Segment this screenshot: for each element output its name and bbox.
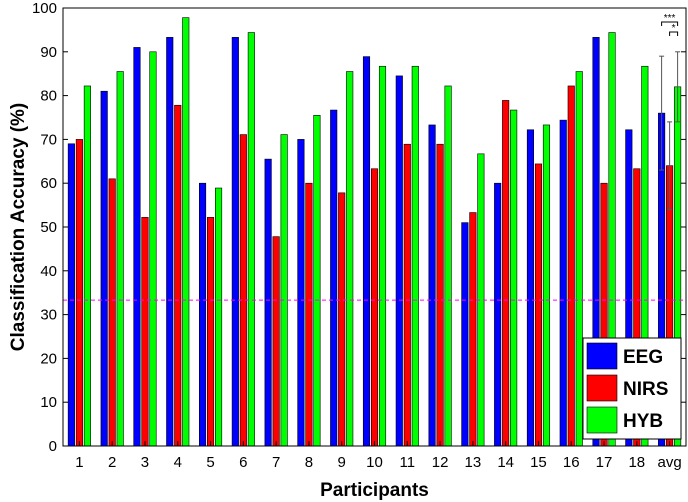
x-tick-label-11: 11 <box>400 454 416 471</box>
bar-eeg-14 <box>494 182 502 447</box>
bar-eeg-13 <box>461 222 469 447</box>
bar-hyb-12 <box>444 85 452 447</box>
x-tick-label-avg: avg <box>658 454 682 471</box>
x-tick-label-2: 2 <box>108 454 116 471</box>
y-tick-label-50: 50 <box>40 219 57 236</box>
bar-eeg-16 <box>559 119 567 447</box>
bar-nirs-3 <box>141 217 149 447</box>
x-tick-label-5: 5 <box>206 454 214 471</box>
bar-nirs-8 <box>305 182 313 447</box>
bar-eeg-9 <box>330 109 338 447</box>
x-tick-label-10: 10 <box>366 454 383 471</box>
bar-eeg-2 <box>100 90 108 447</box>
y-tick-label-70: 70 <box>40 131 57 148</box>
bar-hyb-16 <box>575 71 583 447</box>
bar-hyb-11 <box>411 65 419 447</box>
x-tick-label-15: 15 <box>530 454 547 471</box>
bar-eeg-8 <box>297 139 305 447</box>
bar-nirs-11 <box>403 143 411 447</box>
y-tick-label-40: 40 <box>40 263 57 280</box>
bar-hyb-9 <box>346 71 354 447</box>
y-tick-label-30: 30 <box>40 307 57 324</box>
x-tick-label-14: 14 <box>497 454 514 471</box>
y-tick-label-60: 60 <box>40 175 57 192</box>
x-tick-label-13: 13 <box>465 454 482 471</box>
legend-swatch-nirs <box>586 374 618 402</box>
bar-hyb-10 <box>378 65 387 447</box>
bar-nirs-10 <box>370 168 379 447</box>
x-tick-label-4: 4 <box>174 454 182 471</box>
legend-swatch-hyb <box>586 406 618 434</box>
bar-eeg-12 <box>428 124 436 447</box>
significance-label-eeg-hyb: *** <box>664 13 676 24</box>
bar-hyb-6 <box>247 32 255 447</box>
bars-layer <box>67 17 682 447</box>
bar-eeg-10 <box>362 56 371 447</box>
bar-nirs-15 <box>534 163 543 447</box>
bar-hyb-3 <box>149 51 157 447</box>
y-tick-label-20: 20 <box>40 350 57 367</box>
x-axis-label: Participants <box>320 480 429 501</box>
bar-nirs-1 <box>75 139 83 447</box>
significance-label-nirs-hyb: * <box>672 23 676 34</box>
y-tick-label-100: 100 <box>32 0 57 17</box>
bar-eeg-11 <box>395 75 403 447</box>
error-bars-layer <box>659 51 681 210</box>
bar-nirs-14 <box>502 100 510 447</box>
bar-eeg-1 <box>67 143 75 447</box>
bar-nirs-4 <box>174 104 182 447</box>
bar-eeg-3 <box>133 47 141 447</box>
y-tick-label-80: 80 <box>40 88 57 105</box>
x-tick-label-1: 1 <box>75 454 83 471</box>
x-tick-label-9: 9 <box>338 454 346 471</box>
bar-hyb-5 <box>215 187 223 447</box>
bar-nirs-16 <box>567 85 575 447</box>
bar-nirs-9 <box>338 192 346 447</box>
bar-nirs-7 <box>272 236 280 447</box>
x-tick-label-18: 18 <box>628 454 645 471</box>
bar-hyb-15 <box>542 124 551 447</box>
bar-eeg-15 <box>526 129 535 447</box>
bar-hyb-4 <box>182 17 190 447</box>
bar-eeg-6 <box>231 37 239 447</box>
x-tick-label-12: 12 <box>432 454 449 471</box>
bar-hyb-1 <box>83 85 91 447</box>
x-tick-label-6: 6 <box>239 454 247 471</box>
significance-markers: **** <box>661 13 679 36</box>
bar-nirs-6 <box>239 134 247 447</box>
significance-bracket-eeg-hyb <box>661 21 679 26</box>
legend-label-eeg: EEG <box>623 347 663 368</box>
x-tick-label-8: 8 <box>305 454 313 471</box>
y-tick-label-90: 90 <box>40 44 57 61</box>
legend-swatch-eeg <box>586 342 618 370</box>
legend: EEG NIRS HYB <box>582 337 682 440</box>
x-axis: 1 2 3 4 5 6 7 8 9 10 11 12 13 14 15 16 17 18 avg <box>75 441 682 471</box>
bar-eeg-7 <box>264 158 272 447</box>
x-tick-label-16: 16 <box>563 454 580 471</box>
bar-nirs-12 <box>436 143 444 447</box>
x-tick-label-7: 7 <box>272 454 280 471</box>
bar-nirs-13 <box>469 212 477 447</box>
x-tick-label-3: 3 <box>141 454 149 471</box>
y-axis: 0 10 20 30 40 50 60 70 80 90 100 <box>32 0 686 455</box>
bar-eeg-5 <box>199 182 207 447</box>
y-axis-label: Classification Accuracy (%) <box>8 103 29 352</box>
bar-eeg-4 <box>166 37 174 447</box>
y-tick-label-0: 0 <box>49 438 57 455</box>
bar-nirs-5 <box>207 217 215 447</box>
bar-hyb-2 <box>116 71 124 447</box>
y-tick-label-10: 10 <box>40 394 57 411</box>
legend-label-nirs: NIRS <box>623 379 668 400</box>
x-tick-label-17: 17 <box>596 454 613 471</box>
bar-nirs-2 <box>108 178 116 447</box>
significance-bracket-nirs-hyb <box>669 31 679 36</box>
bar-hyb-7 <box>280 134 288 447</box>
bar-hyb-8 <box>313 115 321 447</box>
bar-hyb-14 <box>510 109 518 447</box>
legend-label-hyb: HYB <box>623 411 663 432</box>
